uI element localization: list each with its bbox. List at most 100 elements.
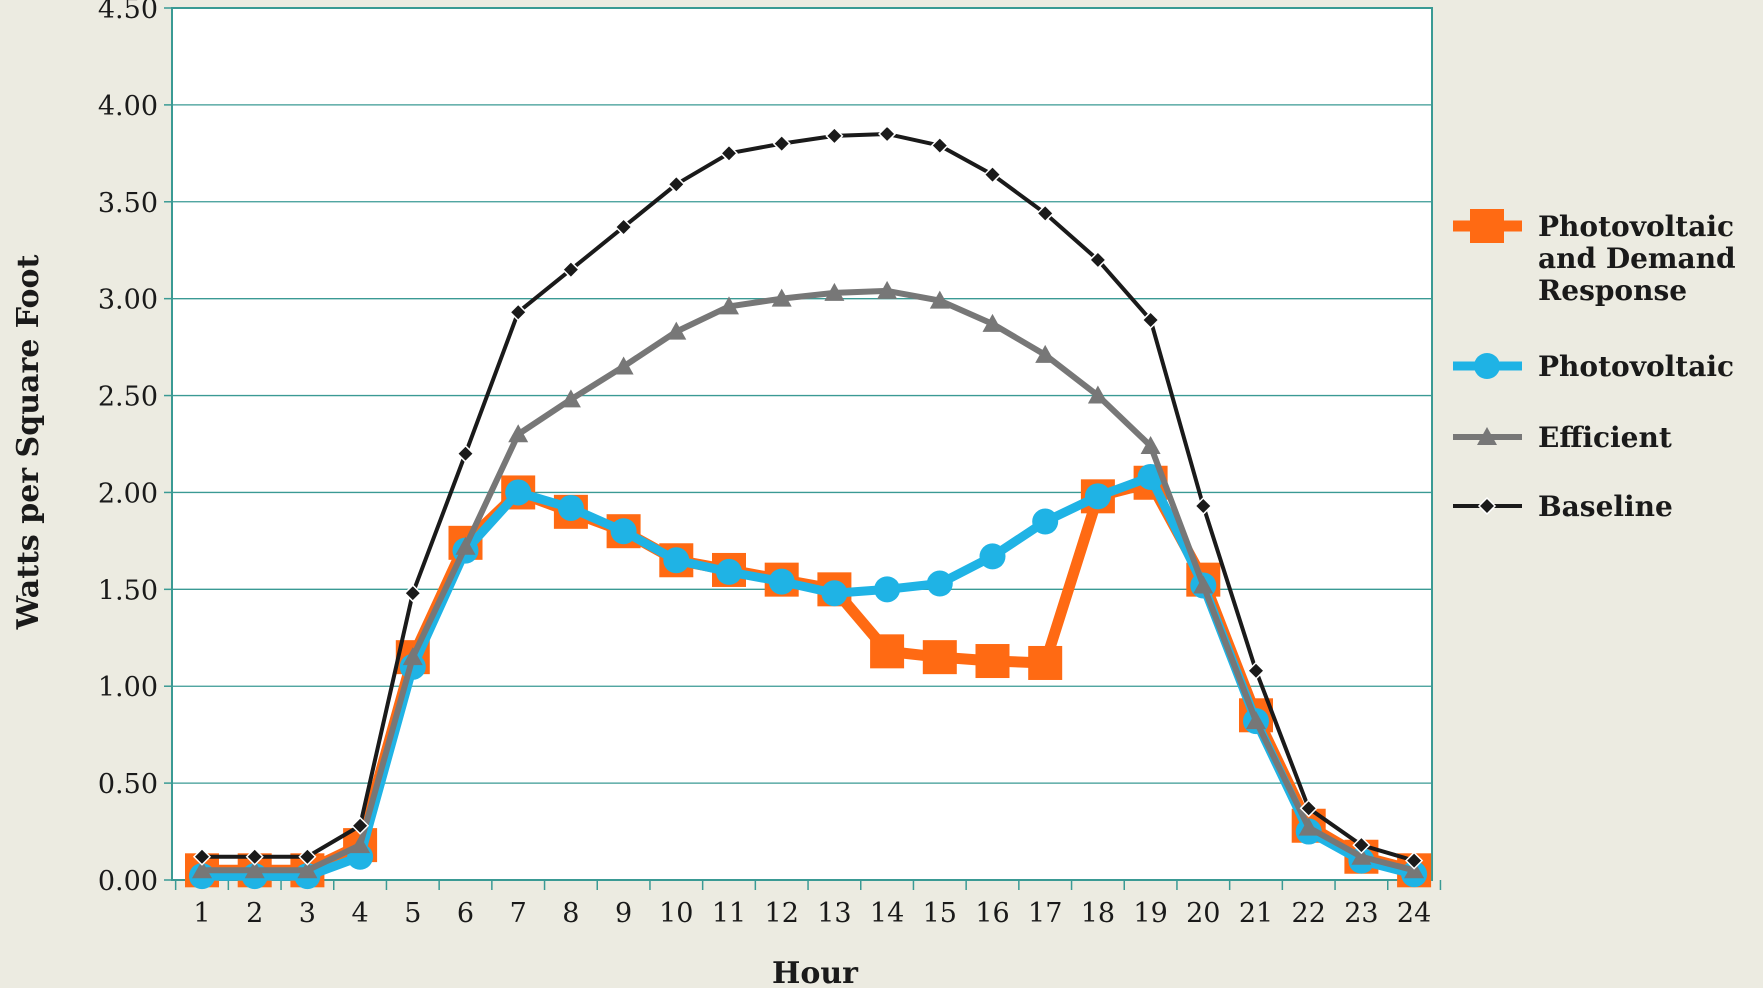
- efficient-point: [1351, 846, 1372, 865]
- x-tick-label: 4: [352, 898, 369, 929]
- legend-label: Efficient: [1538, 421, 1672, 454]
- efficient-point: [1140, 435, 1161, 454]
- efficient-point: [1298, 817, 1319, 836]
- baseline-point: [403, 584, 422, 603]
- y-tick-label: 3.50: [98, 188, 158, 219]
- x-tick-label: 1: [193, 898, 210, 929]
- efficient-point: [1035, 344, 1056, 363]
- photovoltaic-point: [926, 570, 953, 597]
- x-tick-label: 21: [1239, 898, 1273, 929]
- baseline-point: [351, 816, 370, 835]
- x-tick-label: 17: [1028, 898, 1062, 929]
- legend-swatch-marker: [1477, 496, 1497, 516]
- efficient-point: [297, 860, 318, 879]
- legend-swatch-marker: [1477, 427, 1497, 445]
- x-tick-label: 8: [562, 898, 579, 929]
- efficient-point: [244, 860, 265, 879]
- photovoltaic-point: [768, 568, 795, 595]
- legend-label: Baseline: [1538, 490, 1673, 523]
- legend-item-baseline: Baseline: [1453, 490, 1673, 523]
- efficient-point: [455, 536, 476, 555]
- x-tick-label: 22: [1292, 898, 1326, 929]
- baseline-point: [983, 165, 1002, 184]
- baseline-point: [1405, 851, 1424, 870]
- x-tick-label: 18: [1081, 898, 1115, 929]
- series-efficient: [192, 280, 1425, 879]
- efficient-point: [771, 288, 792, 307]
- efficient-point: [560, 389, 581, 408]
- legend-label: Response: [1538, 274, 1687, 307]
- x-tick-label: 9: [615, 898, 632, 929]
- legend-label: Photovoltaic: [1538, 350, 1734, 383]
- legend-item-photovoltaic: Photovoltaic: [1453, 350, 1734, 383]
- baseline-point: [930, 136, 949, 155]
- baseline-point: [878, 124, 897, 144]
- baseline-point: [561, 260, 580, 279]
- baseline-point: [1088, 250, 1107, 269]
- baseline-point: [1036, 204, 1055, 223]
- baseline-point: [245, 847, 264, 866]
- y-tick-label: 2.00: [98, 478, 158, 509]
- efficient-point: [350, 835, 371, 854]
- x-tick-label: 24: [1397, 898, 1431, 929]
- legend-swatch-marker: [1474, 353, 1500, 379]
- y-tick-label: 4.00: [98, 91, 158, 122]
- x-tick-label: 16: [975, 898, 1009, 929]
- x-tick-label: 23: [1344, 898, 1378, 929]
- photovoltaic-point: [821, 580, 848, 607]
- x-tick-label: 15: [923, 898, 957, 929]
- baseline-point: [719, 144, 739, 163]
- series-group: [185, 124, 1432, 890]
- photovoltaic-and-demand-response-point: [922, 640, 957, 675]
- x-tick-label: 20: [1186, 898, 1220, 929]
- legend-label: Photovoltaic: [1538, 210, 1734, 243]
- photovoltaic-and-demand-response-point: [1028, 645, 1063, 680]
- y-tick-label: 2.50: [98, 382, 158, 413]
- efficient-line: [202, 287, 1415, 874]
- efficient-point: [508, 424, 529, 443]
- photovoltaic-point: [505, 479, 532, 506]
- x-tick-label: 5: [404, 898, 421, 929]
- x-tick-label: 11: [712, 898, 746, 929]
- x-tick-label: 3: [299, 898, 316, 929]
- baseline-point: [667, 175, 686, 194]
- baseline-point: [509, 303, 528, 322]
- efficient-point: [824, 282, 845, 301]
- baseline-point: [1299, 799, 1318, 818]
- photovoltaic-point: [610, 518, 637, 545]
- efficient-point: [613, 356, 634, 375]
- efficient-point: [719, 296, 739, 315]
- photovoltaic-point: [663, 547, 690, 574]
- efficient-point: [1087, 385, 1108, 404]
- photovoltaic-and-demand-response-point: [870, 634, 905, 669]
- y-tick-label: 1.50: [98, 575, 158, 606]
- baseline-point: [825, 126, 844, 145]
- baseline-point: [192, 847, 212, 866]
- baseline-line: [202, 131, 1415, 863]
- x-tick-label: 7: [510, 898, 527, 929]
- legend-item-efficient: Efficient: [1453, 421, 1672, 454]
- photovoltaic-point: [979, 543, 1006, 570]
- y-tick-label: 0.00: [98, 866, 158, 897]
- baseline-point: [772, 134, 791, 153]
- photovoltaic-point: [1032, 508, 1059, 535]
- y-tick-label: 1.00: [98, 672, 158, 703]
- efficient-point: [666, 321, 687, 340]
- x-tick-labels: 1 2 3 4 5 6 7 8 9 10 11 12 13 14 15 16 17 18 19 20 21 22 23 24: [193, 898, 1431, 929]
- y-tick-labels: 0.00 0.50 1.00 1.50 2.00 2.50 3.00 3.50 4.00 4.50: [98, 0, 158, 897]
- baseline-point: [1352, 836, 1371, 855]
- x-tick-label: 2: [246, 898, 263, 929]
- efficient-point: [192, 860, 212, 879]
- baseline-point: [298, 847, 317, 866]
- photovoltaic-point: [716, 558, 742, 585]
- photovoltaic-point: [874, 576, 901, 603]
- efficient-point: [877, 280, 898, 299]
- efficient-point: [402, 647, 423, 666]
- x-tick-label: 6: [457, 898, 474, 929]
- legend-swatch-marker: [1470, 209, 1504, 243]
- baseline-point: [456, 444, 475, 463]
- photovoltaic-and-demand-response-point: [975, 644, 1010, 679]
